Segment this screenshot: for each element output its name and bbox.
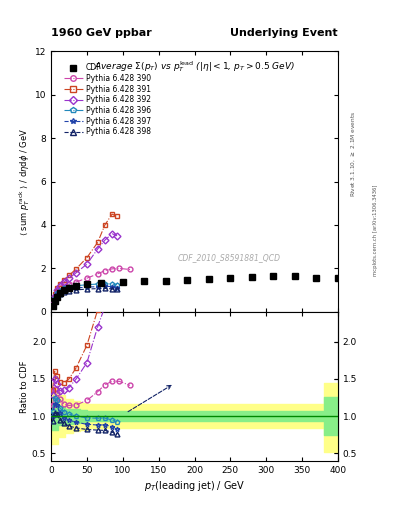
Text: mcplots.cern.ch [arXiv:1306.3436]: mcplots.cern.ch [arXiv:1306.3436] xyxy=(373,185,378,276)
Text: Underlying Event: Underlying Event xyxy=(230,28,338,38)
Text: CDF_2010_S8591881_QCD: CDF_2010_S8591881_QCD xyxy=(177,253,280,262)
Y-axis label: $\langle$ sum $p_T^{\rm rack}$ $\rangle$ / d$\eta$d$\phi$ / GeV: $\langle$ sum $p_T^{\rm rack}$ $\rangle$… xyxy=(17,127,32,236)
Text: Average $\Sigma(p_T)$ vs $p_T^{\rm lead}$ ($|\eta| < 1$, $p_T > 0.5$ GeV): Average $\Sigma(p_T)$ vs $p_T^{\rm lead}… xyxy=(94,59,295,74)
Y-axis label: Ratio to CDF: Ratio to CDF xyxy=(20,360,29,413)
Text: 1960 GeV ppbar: 1960 GeV ppbar xyxy=(51,28,152,38)
Text: Rivet 3.1.10, $\geq$ 2.1M events: Rivet 3.1.10, $\geq$ 2.1M events xyxy=(350,111,358,197)
Legend: CDF, Pythia 6.428 390, Pythia 6.428 391, Pythia 6.428 392, Pythia 6.428 396, Pyt: CDF, Pythia 6.428 390, Pythia 6.428 391,… xyxy=(61,60,154,139)
X-axis label: $p_T$(leading jet) / GeV: $p_T$(leading jet) / GeV xyxy=(144,479,245,493)
